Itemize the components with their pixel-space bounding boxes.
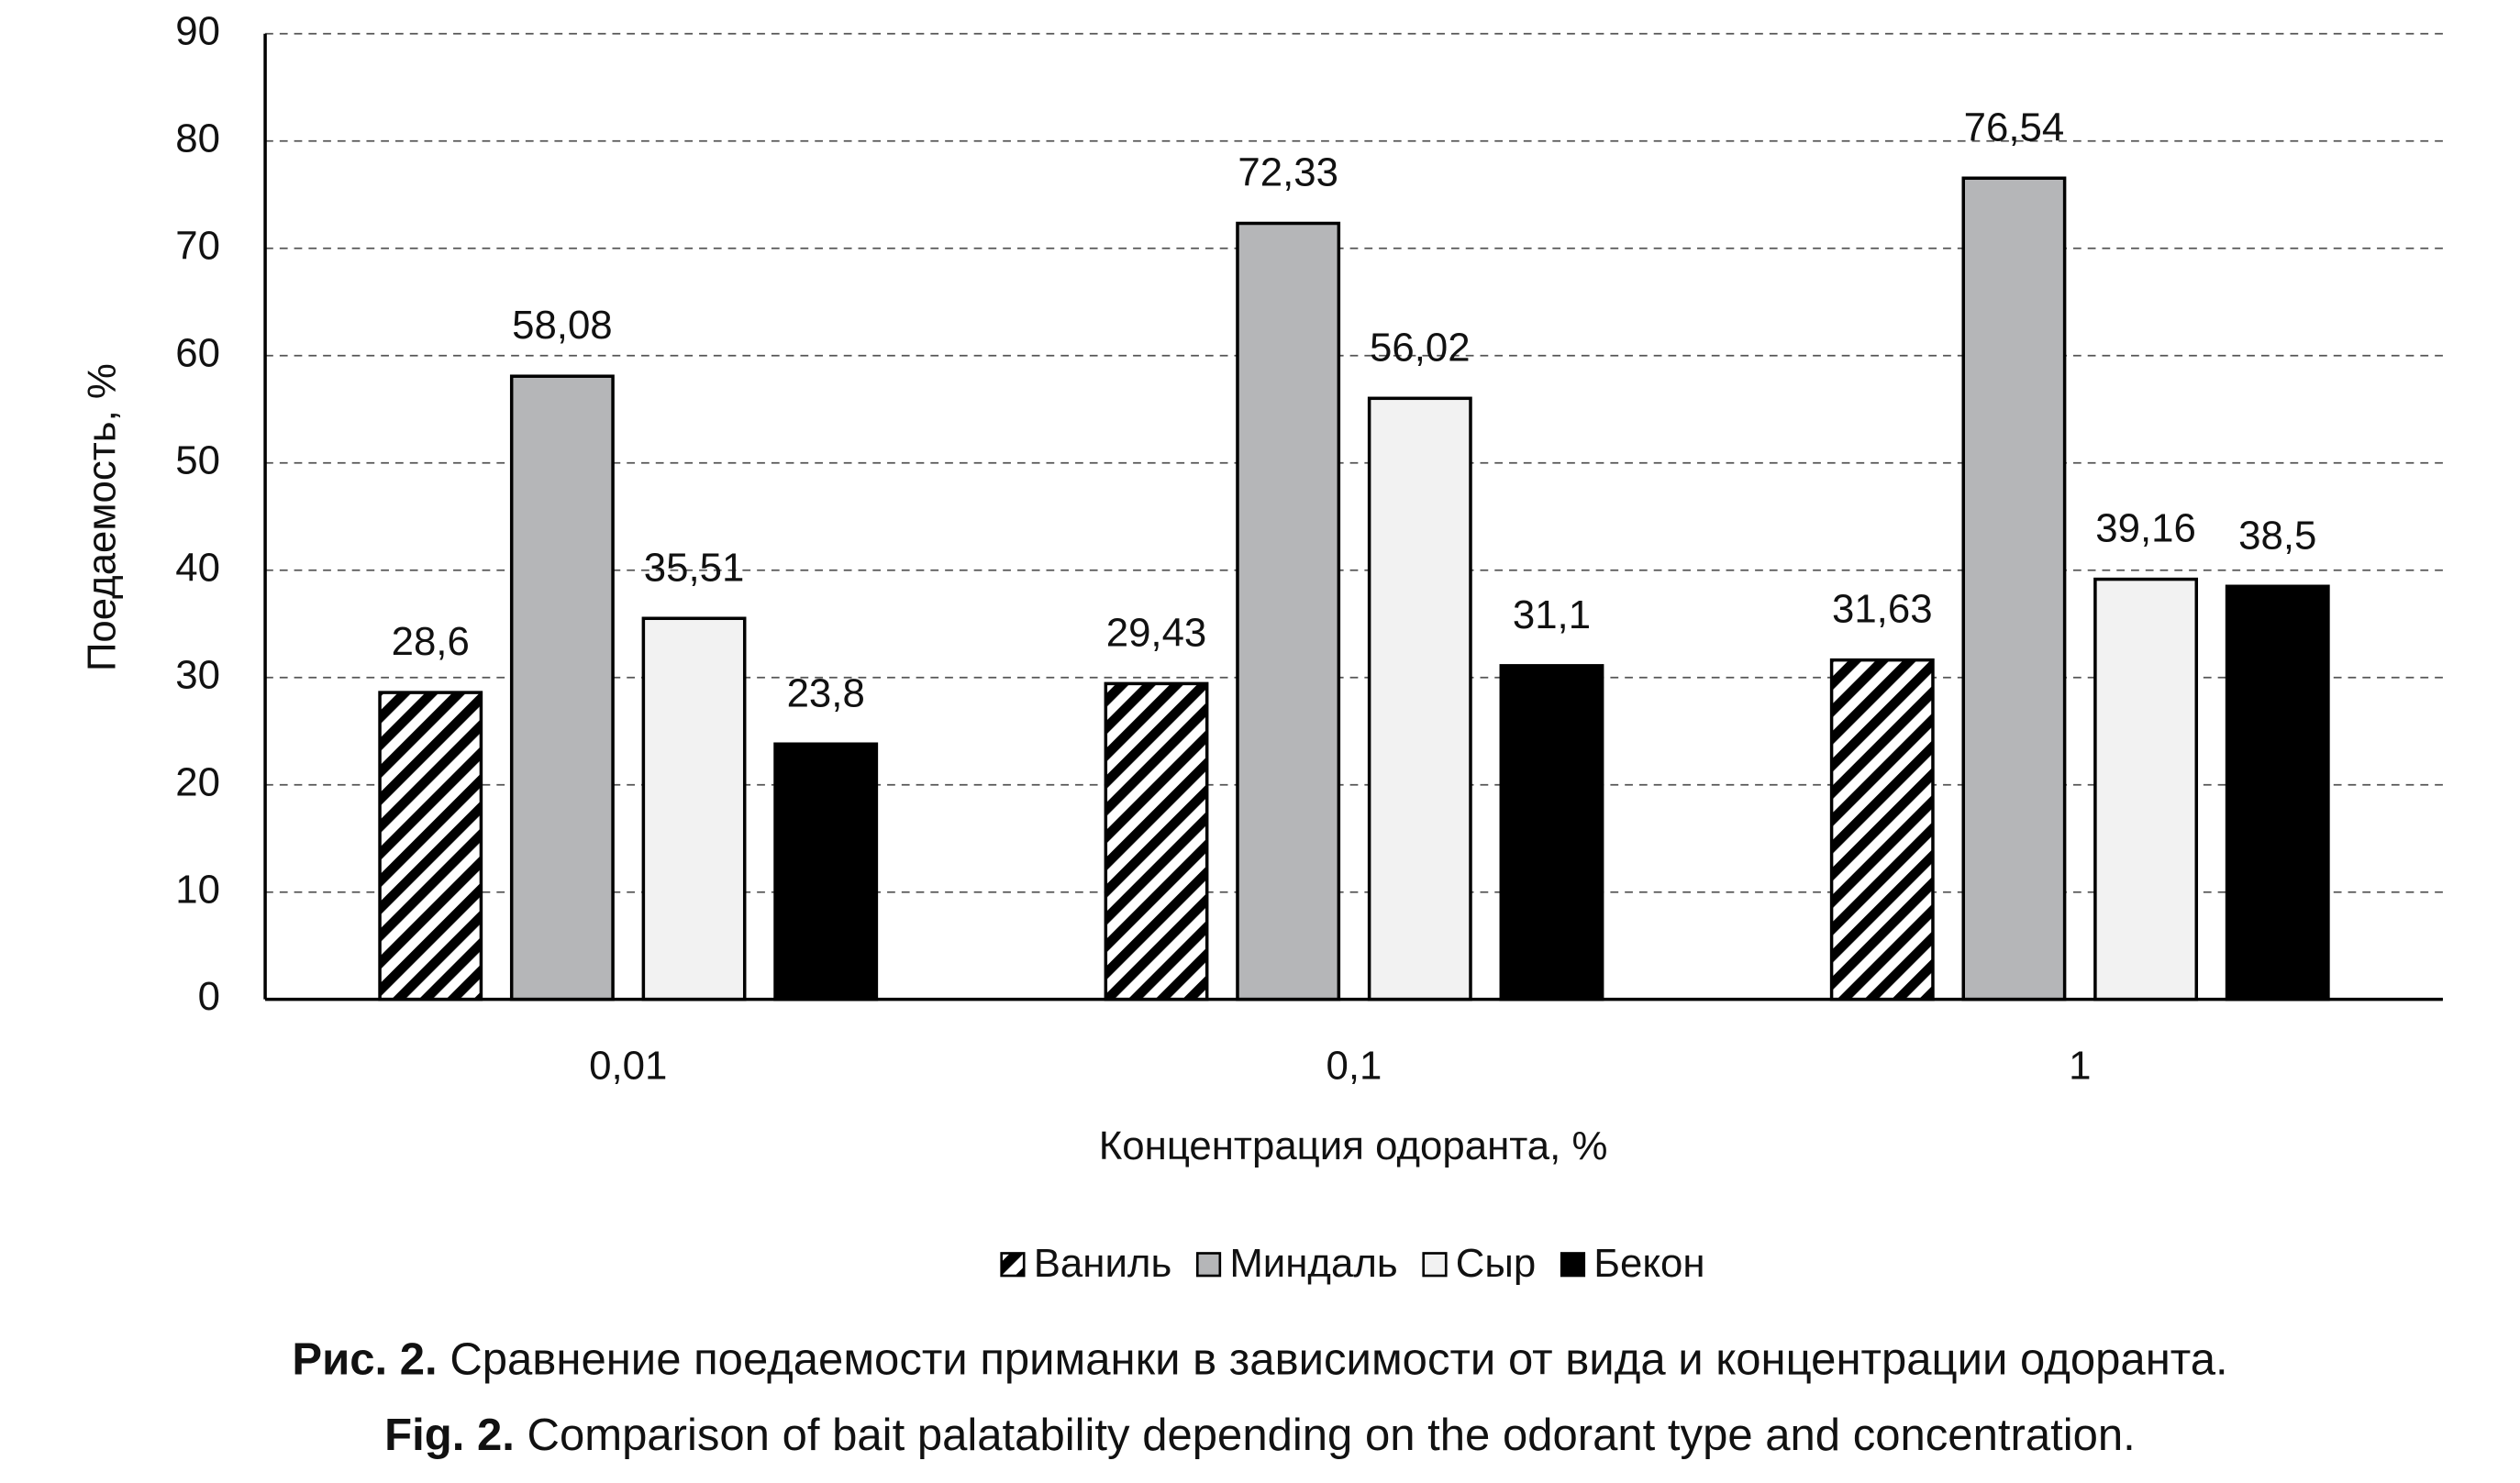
value-label: 29,43 (1106, 610, 1207, 655)
x-tick-label: 0,1 (1327, 1044, 1382, 1089)
y-tick-label: 30 (175, 652, 220, 697)
caption-text: Comparison of bait palatability dependin… (527, 1411, 2136, 1460)
caption-ru: Рис. 2. Сравнение поедаемости приманки в… (292, 1335, 2227, 1385)
bar (1499, 664, 1604, 1002)
legend-swatch (1000, 1252, 1026, 1278)
legend-swatch (1195, 1252, 1222, 1278)
bar (509, 374, 615, 1002)
value-label: 31,1 (1513, 592, 1591, 637)
value-label: 38,5 (2238, 513, 2316, 558)
value-label: 39,16 (2095, 506, 2196, 551)
y-tick-label: 40 (175, 545, 220, 590)
caption-en: Fig. 2. Comparison of bait palatability … (384, 1411, 2136, 1460)
value-label: 56,02 (1370, 325, 1471, 370)
caption-text: Сравнение поедаемости приманки в зависим… (450, 1335, 2227, 1385)
legend-label: Сыр (1456, 1241, 1536, 1286)
y-tick-label: 90 (175, 8, 220, 53)
value-label: 35,51 (644, 545, 745, 590)
y-tick-label: 80 (175, 116, 220, 160)
y-tick-label: 10 (175, 867, 220, 912)
y-axis-label: Поедаемость, % (79, 363, 124, 671)
bar (1829, 658, 1935, 1002)
bar (1961, 176, 2067, 1002)
value-label: 31,63 (1832, 587, 1933, 632)
bar (1104, 681, 1209, 1002)
bar (2093, 577, 2199, 1002)
x-axis-label: Концентрация одоранта, % (1099, 1123, 1608, 1168)
value-label: 28,6 (392, 619, 470, 664)
value-label: 76,54 (1964, 105, 2065, 149)
legend-label: Ваниль (1034, 1241, 1172, 1286)
bar (773, 742, 879, 1002)
legend-label: Бекон (1593, 1241, 1704, 1286)
value-label: 72,33 (1238, 150, 1338, 195)
y-tick-label: 50 (175, 437, 220, 482)
bar (2225, 584, 2330, 1002)
bar (1367, 396, 1472, 1002)
y-tick-label: 70 (175, 223, 220, 268)
x-tick-label: 1 (2069, 1044, 2091, 1089)
caption-label: Рис. 2. (292, 1335, 437, 1385)
legend-swatch (1422, 1252, 1448, 1278)
bar (1236, 221, 1341, 1002)
caption-label: Fig. 2. (384, 1411, 515, 1460)
y-tick-label: 60 (175, 330, 220, 375)
legend-swatch (1560, 1252, 1586, 1278)
value-label: 23,8 (787, 670, 865, 715)
legend-label: Миндаль (1229, 1241, 1397, 1286)
x-tick-label: 0,01 (589, 1044, 667, 1089)
y-tick-label: 20 (175, 759, 220, 804)
bar (378, 691, 483, 1002)
bar (641, 616, 747, 1002)
y-tick-label: 0 (198, 974, 220, 1019)
value-label: 58,08 (512, 303, 613, 348)
